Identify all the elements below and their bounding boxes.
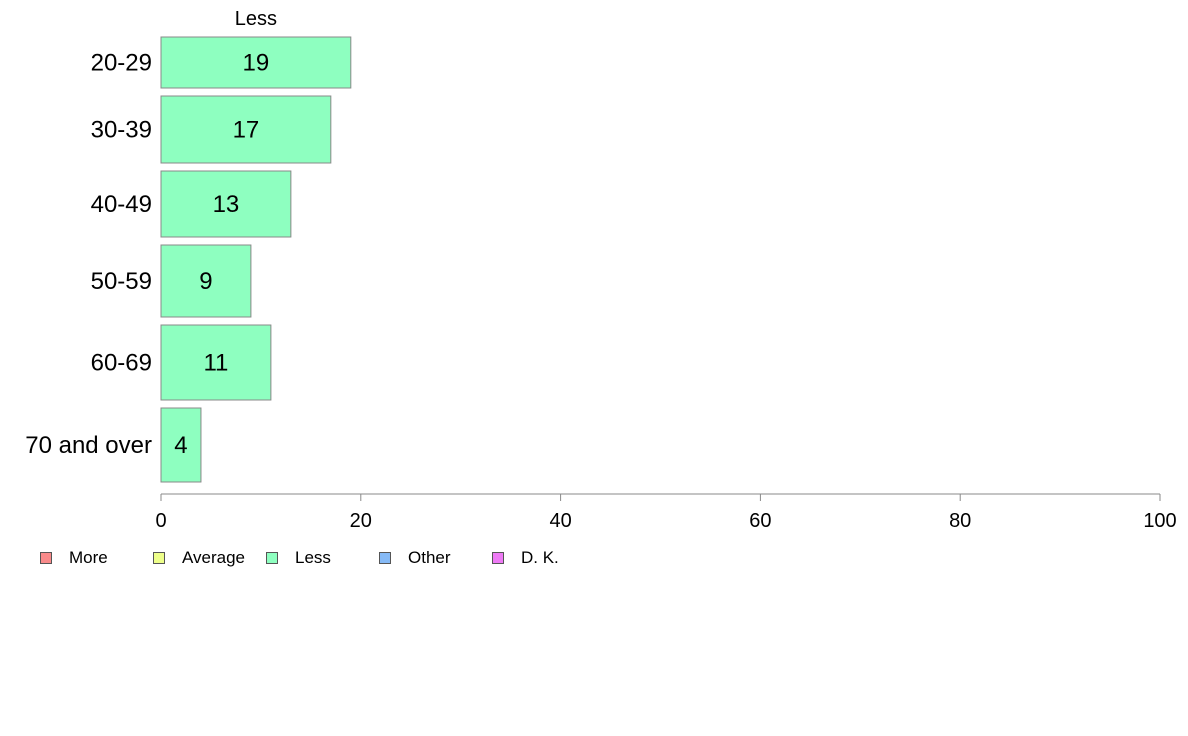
legend-label: Other: [408, 548, 451, 567]
x-axis: 0 20 40 60 80 100: [155, 493, 1177, 532]
category-label: 20-29: [91, 50, 152, 77]
x-tick-label: 60: [749, 510, 771, 532]
legend-item-more: More: [40, 548, 153, 568]
legend-item-other: Other: [379, 548, 492, 568]
bar-40-49: [160, 170, 292, 238]
x-tick-label: 20: [350, 510, 372, 532]
value-label: 9: [199, 268, 212, 295]
legend-item-average: Average: [153, 548, 266, 568]
bar-50-59: [160, 244, 252, 318]
x-tick-label: 80: [949, 510, 971, 532]
value-label: 17: [233, 117, 260, 144]
category-label: 40-49: [91, 191, 152, 218]
category-labels: 20-29 30-39 40-49 50-59 60-69 70 and over: [25, 50, 152, 460]
category-label: 30-39: [91, 117, 152, 144]
value-labels: 19 17 13 9 11 4: [174, 50, 269, 460]
legend-item-less: Less: [266, 548, 379, 568]
legend-swatch: [40, 552, 52, 564]
legend-label: D. K.: [521, 548, 559, 567]
x-tick-label: 100: [1143, 510, 1176, 532]
bar-30-39: [160, 95, 332, 164]
legend: More Average Less Other D. K.: [40, 548, 605, 568]
value-label: 4: [174, 432, 187, 459]
legend-swatch: [153, 552, 165, 564]
value-label: 11: [203, 350, 228, 377]
legend-swatch: [492, 552, 504, 564]
value-label: 19: [243, 50, 270, 77]
category-label: 70 and over: [25, 432, 152, 459]
legend-label: Less: [295, 548, 331, 567]
series-header: Less: [235, 8, 277, 30]
bars-group: [160, 36, 352, 483]
value-label: 13: [213, 191, 240, 218]
legend-swatch: [266, 552, 278, 564]
category-label: 50-59: [91, 268, 152, 295]
x-tick-label: 40: [549, 510, 571, 532]
legend-item-d-k: D. K.: [492, 548, 605, 568]
bar-60-69: [160, 324, 272, 401]
legend-label: Average: [182, 548, 246, 567]
legend-swatch: [379, 552, 391, 564]
bar-20-29: [160, 36, 352, 89]
x-tick-label: 0: [155, 510, 166, 532]
bar-70-and-over: [160, 407, 202, 483]
legend-label: More: [69, 548, 108, 567]
category-label: 60-69: [91, 350, 152, 377]
